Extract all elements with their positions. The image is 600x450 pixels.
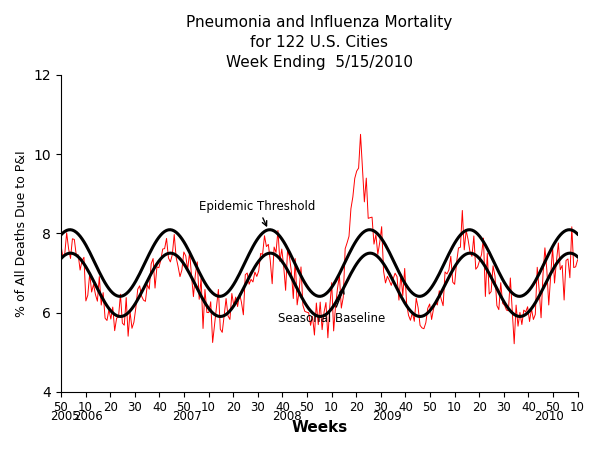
Text: 2007: 2007 — [173, 410, 202, 423]
Text: Seasonal Baseline: Seasonal Baseline — [278, 289, 385, 325]
Title: Pneumonia and Influenza Mortality
for 122 U.S. Cities
Week Ending  5/15/2010: Pneumonia and Influenza Mortality for 12… — [186, 15, 452, 70]
Y-axis label: % of All Deaths Due to P&I: % of All Deaths Due to P&I — [15, 150, 28, 317]
Text: 2006: 2006 — [73, 410, 103, 423]
Text: 2005: 2005 — [50, 410, 80, 423]
Text: 2009: 2009 — [373, 410, 403, 423]
Text: 2008: 2008 — [272, 410, 302, 423]
Text: Epidemic Threshold: Epidemic Threshold — [199, 199, 316, 226]
Text: 2010: 2010 — [534, 410, 563, 423]
X-axis label: Weeks: Weeks — [291, 420, 347, 435]
